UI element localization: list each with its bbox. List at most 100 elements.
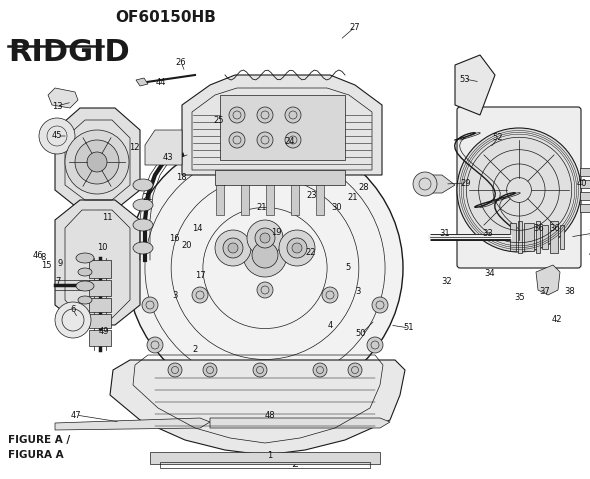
Text: 17: 17 xyxy=(195,271,205,280)
Text: 53: 53 xyxy=(460,75,470,83)
Text: 24: 24 xyxy=(285,137,295,147)
Ellipse shape xyxy=(76,281,94,291)
Text: 21: 21 xyxy=(143,193,153,202)
Ellipse shape xyxy=(78,268,92,276)
Circle shape xyxy=(372,297,388,313)
Bar xyxy=(580,180,590,188)
Text: RIDGID: RIDGID xyxy=(8,38,130,67)
Circle shape xyxy=(279,230,315,266)
Circle shape xyxy=(252,242,278,268)
Polygon shape xyxy=(55,418,210,430)
Circle shape xyxy=(292,243,302,253)
Circle shape xyxy=(322,287,338,303)
Text: 6: 6 xyxy=(70,306,76,315)
Circle shape xyxy=(229,107,245,123)
Text: 27: 27 xyxy=(350,23,360,32)
Polygon shape xyxy=(145,130,182,165)
Circle shape xyxy=(203,363,217,377)
Circle shape xyxy=(260,233,270,243)
Circle shape xyxy=(243,233,287,277)
Bar xyxy=(518,221,522,253)
Polygon shape xyxy=(55,108,140,210)
Text: 7: 7 xyxy=(55,277,61,286)
Circle shape xyxy=(39,118,75,154)
Ellipse shape xyxy=(133,199,153,211)
Text: 39: 39 xyxy=(589,228,590,238)
Text: 32: 32 xyxy=(442,277,453,286)
Circle shape xyxy=(75,140,119,184)
Bar xyxy=(160,462,370,468)
Circle shape xyxy=(457,128,581,252)
Bar xyxy=(89,260,111,278)
Circle shape xyxy=(228,243,238,253)
Bar xyxy=(89,330,111,346)
Bar xyxy=(89,298,111,312)
Polygon shape xyxy=(425,175,455,193)
Text: 31: 31 xyxy=(440,228,450,238)
Bar xyxy=(266,185,274,215)
Circle shape xyxy=(255,228,275,248)
Bar xyxy=(580,192,590,200)
Text: 49: 49 xyxy=(99,328,109,337)
Text: 18: 18 xyxy=(176,173,186,182)
Text: 38: 38 xyxy=(565,286,575,296)
Ellipse shape xyxy=(78,296,92,304)
Text: 19: 19 xyxy=(271,228,281,237)
Circle shape xyxy=(348,363,362,377)
Circle shape xyxy=(168,363,182,377)
Ellipse shape xyxy=(133,179,153,191)
Text: 30: 30 xyxy=(332,203,342,212)
Polygon shape xyxy=(455,55,495,115)
Text: 42: 42 xyxy=(552,316,562,324)
Text: 2: 2 xyxy=(291,459,299,469)
Circle shape xyxy=(215,230,251,266)
Text: 48: 48 xyxy=(265,411,276,420)
Text: 2: 2 xyxy=(192,345,198,354)
Bar xyxy=(524,223,534,251)
Bar xyxy=(220,95,345,160)
Text: 21: 21 xyxy=(257,203,267,212)
Ellipse shape xyxy=(133,242,153,254)
Circle shape xyxy=(147,337,163,353)
Text: 41: 41 xyxy=(589,250,590,259)
Text: 36: 36 xyxy=(550,224,560,232)
Text: 28: 28 xyxy=(359,183,369,193)
Text: 13: 13 xyxy=(52,102,63,111)
Bar xyxy=(150,452,380,464)
Text: 52: 52 xyxy=(493,134,503,142)
Polygon shape xyxy=(536,265,560,295)
Text: 3: 3 xyxy=(355,287,360,297)
Circle shape xyxy=(257,132,273,148)
Text: 9: 9 xyxy=(57,260,63,269)
Circle shape xyxy=(55,302,91,338)
Bar xyxy=(89,280,111,296)
Text: 36: 36 xyxy=(533,224,545,232)
Circle shape xyxy=(257,107,273,123)
Circle shape xyxy=(223,238,243,258)
Bar xyxy=(580,168,590,176)
Bar xyxy=(291,185,299,215)
Text: 14: 14 xyxy=(192,224,202,232)
Circle shape xyxy=(192,287,208,303)
Text: 25: 25 xyxy=(214,115,224,125)
FancyBboxPatch shape xyxy=(457,107,581,268)
Text: FIGURE A /: FIGURE A / xyxy=(8,435,70,445)
Text: 12: 12 xyxy=(129,142,139,151)
Polygon shape xyxy=(136,78,148,86)
Bar xyxy=(89,314,111,328)
Bar xyxy=(536,221,540,253)
Polygon shape xyxy=(55,200,140,325)
Circle shape xyxy=(253,363,267,377)
Circle shape xyxy=(65,130,129,194)
Text: 16: 16 xyxy=(169,233,179,242)
Circle shape xyxy=(87,152,107,172)
Text: 22: 22 xyxy=(306,248,316,256)
Text: 8: 8 xyxy=(40,253,45,262)
Text: 50: 50 xyxy=(356,330,366,339)
Text: 11: 11 xyxy=(101,214,112,223)
Circle shape xyxy=(247,220,283,256)
Text: 40: 40 xyxy=(577,179,587,187)
Text: 1: 1 xyxy=(267,451,273,459)
Bar xyxy=(550,221,558,253)
Bar xyxy=(316,185,324,215)
